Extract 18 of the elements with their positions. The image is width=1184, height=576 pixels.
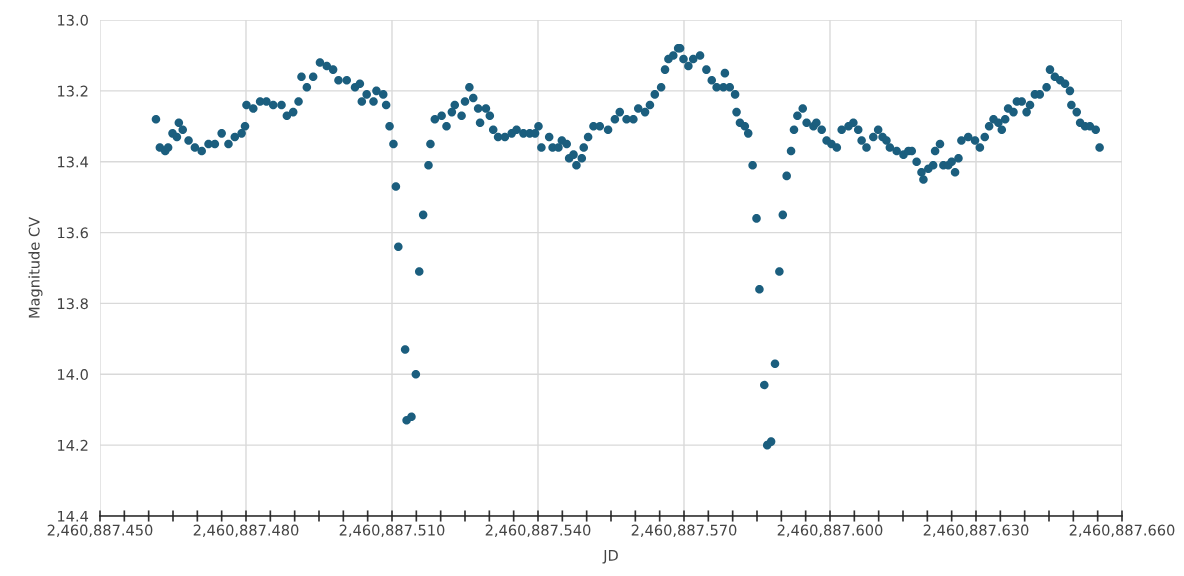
x-tick-label: 2,460,887.510 [339,524,445,538]
y-tick-label: 14.2 [58,439,88,451]
x-tick-label: 2,460,887.540 [485,524,591,538]
y-tick-label: 14.0 [58,369,88,381]
y-tick-label: 13.6 [58,227,88,239]
x-tick-label: 2,460,887.480 [193,524,299,538]
x-tick-label: 2,460,887.630 [923,524,1029,538]
y-tick-label: 13.0 [58,14,88,26]
x-tick-label: 2,460,887.660 [1069,524,1175,538]
x-axis-title: JD [602,550,618,564]
y-axis-title: Magnitude CV [28,217,43,318]
y-tick-label: 13.8 [58,298,88,310]
x-tick-label: 2,460,887.450 [47,524,153,538]
y-tick-label: 13.4 [58,156,89,168]
x-tick-label: 2,460,887.570 [631,524,737,538]
y-tick-label: 14.4 [58,510,89,522]
x-tick-label: 2,460,887.600 [777,524,883,538]
y-tick-label: 13.2 [58,85,88,97]
